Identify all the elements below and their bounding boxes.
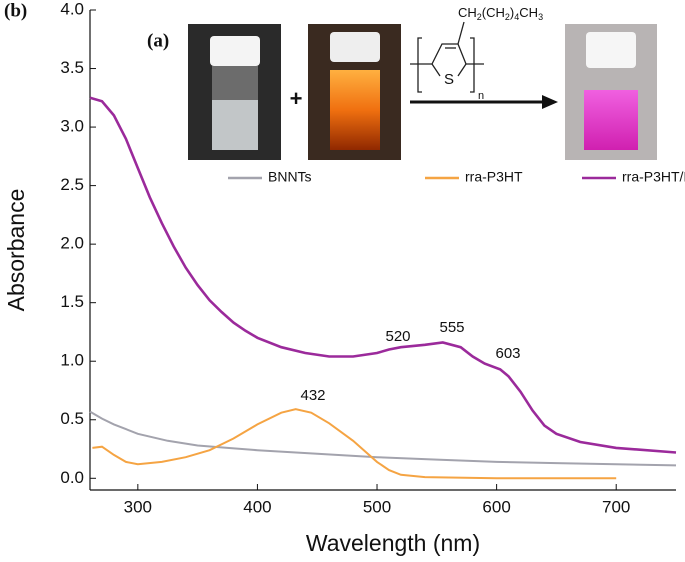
arrow-head <box>542 95 558 109</box>
y-tick-label: 1.5 <box>60 292 84 311</box>
inset: + (a) S n CH2(CH2)4CH3 <box>147 5 657 160</box>
y-tick-label: 0.0 <box>60 468 84 487</box>
subscript: 3 <box>538 12 543 22</box>
plus: + <box>290 86 303 111</box>
y-axis-label: Absorbance <box>3 189 29 312</box>
subscript: 2 <box>477 12 482 22</box>
y-tick-label: 3.5 <box>60 58 84 77</box>
series-line <box>92 408 617 480</box>
x-tick-label: 500 <box>363 497 391 516</box>
y-tick-label: 1.0 <box>60 351 84 370</box>
subscript: 2 <box>505 12 510 22</box>
formula-part: CH <box>519 5 538 20</box>
series-line <box>89 410 677 467</box>
x-tick-label: 300 <box>124 497 152 516</box>
vial-liquid <box>584 90 638 150</box>
ring-atom: S <box>444 71 454 88</box>
legend-label: BNNTs <box>268 169 312 185</box>
vial-cap <box>210 36 260 66</box>
repeat-label: n <box>478 90 484 102</box>
series-line <box>89 96 677 454</box>
peak-label: 603 <box>495 345 520 362</box>
formula-part: ) <box>510 5 514 20</box>
peak-label: 520 <box>385 328 410 345</box>
vial-liquid <box>212 100 258 150</box>
subscript: 4 <box>514 12 519 22</box>
inset-label: (a) <box>147 30 169 51</box>
vial-cap <box>586 32 636 68</box>
peak-label: 432 <box>300 387 325 404</box>
y-tick-label: 4.0 <box>60 0 84 18</box>
y-tick-label: 0.5 <box>60 409 84 428</box>
formula-part: CH <box>458 5 477 20</box>
legend-label: rra-P3HT/BNNTs <box>622 169 685 185</box>
y-tick-label: 3.0 <box>60 117 84 136</box>
x-tick-label: 400 <box>243 497 271 516</box>
legend-label: rra-P3HT <box>465 169 523 185</box>
x-tick-label: 600 <box>482 497 510 516</box>
x-axis-label: Wavelength (nm) <box>306 530 480 556</box>
panel-label: (b) <box>4 0 27 21</box>
side-chain: CH2(CH2)4CH3 <box>458 5 543 22</box>
structure <box>410 21 484 93</box>
y-tick-label: 2.5 <box>60 175 84 194</box>
formula-part: (CH <box>482 5 505 20</box>
vial-liquid <box>330 70 380 150</box>
vial-cap <box>330 32 380 62</box>
y-tick-label: 2.0 <box>60 234 84 253</box>
peak-label: 555 <box>439 319 464 336</box>
x-tick-label: 700 <box>602 497 630 516</box>
